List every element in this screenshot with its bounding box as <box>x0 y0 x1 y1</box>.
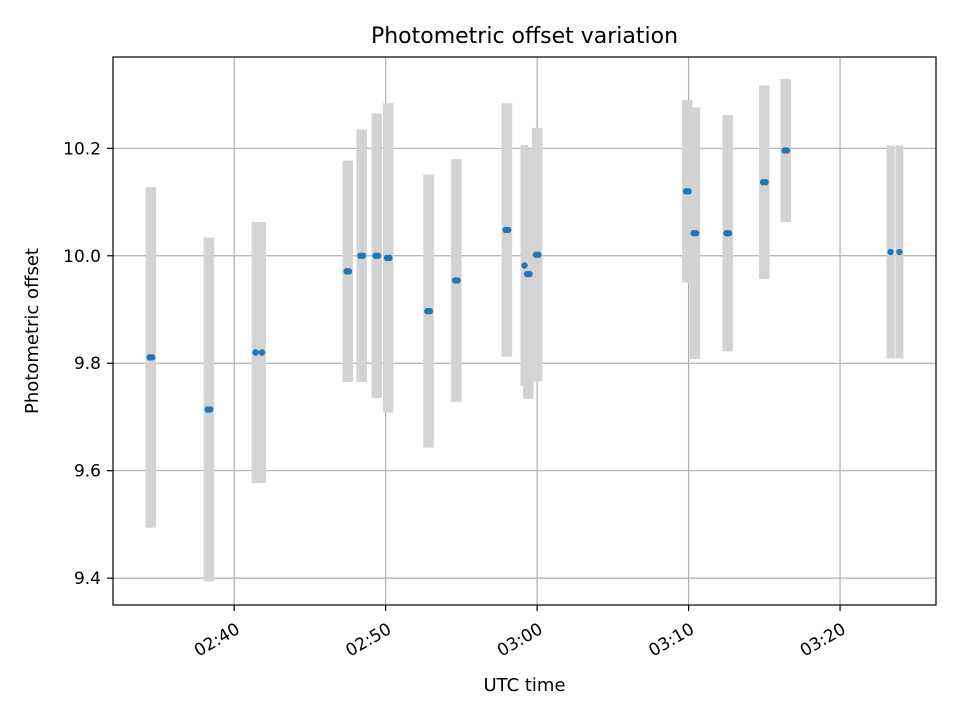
data-point <box>725 230 733 237</box>
data-point <box>762 178 769 186</box>
data-point <box>685 188 692 195</box>
plot-frame <box>112 56 937 606</box>
data-point <box>345 268 353 275</box>
data-point <box>359 252 367 259</box>
data-point <box>526 270 533 278</box>
chart-title: Photometric offset variation <box>371 24 678 49</box>
data-point <box>148 354 156 361</box>
data-point <box>896 248 903 256</box>
x-axis-label: UTC time <box>483 675 565 696</box>
data-point <box>374 252 382 259</box>
y-tick-label: 10.2 <box>63 139 101 159</box>
data-point <box>783 147 791 154</box>
data-point <box>206 406 214 413</box>
data-points <box>146 147 903 413</box>
x-tick-label: 03:00 <box>494 619 546 661</box>
data-point <box>386 254 393 262</box>
data-point <box>252 349 259 356</box>
y-tick-label: 9.8 <box>74 354 101 374</box>
data-point <box>692 230 700 237</box>
data-point <box>426 307 434 315</box>
data-point <box>521 262 528 269</box>
x-tick-label: 02:50 <box>343 619 395 661</box>
error-bars <box>145 79 904 582</box>
data-point <box>454 277 461 284</box>
x-tick-label: 03:10 <box>645 619 697 661</box>
y-axis-label: Photometric offset <box>22 248 43 414</box>
data-point <box>258 349 266 356</box>
x-tick-label: 02:40 <box>191 619 243 661</box>
data-point <box>504 226 512 234</box>
y-tick-label: 9.6 <box>74 462 101 482</box>
y-tick-label: 9.4 <box>74 569 101 589</box>
x-tick-label: 03:20 <box>797 619 849 661</box>
y-tick-label: 10.0 <box>63 247 101 267</box>
data-point <box>535 251 542 258</box>
data-point <box>887 248 894 256</box>
